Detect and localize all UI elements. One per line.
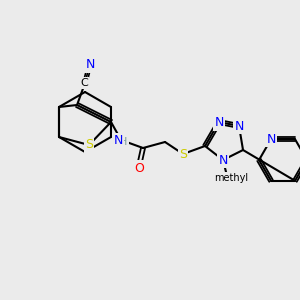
Text: O: O <box>134 161 144 175</box>
Text: S: S <box>85 139 93 152</box>
Text: S: S <box>179 148 187 160</box>
Text: N: N <box>234 119 244 133</box>
Text: N: N <box>218 154 228 166</box>
Text: H: H <box>119 137 127 147</box>
Text: N: N <box>266 133 276 146</box>
Text: methyl: methyl <box>214 173 248 183</box>
Text: N: N <box>113 134 123 148</box>
Text: N: N <box>214 116 224 130</box>
Text: N: N <box>85 58 95 71</box>
Text: C: C <box>80 78 88 88</box>
